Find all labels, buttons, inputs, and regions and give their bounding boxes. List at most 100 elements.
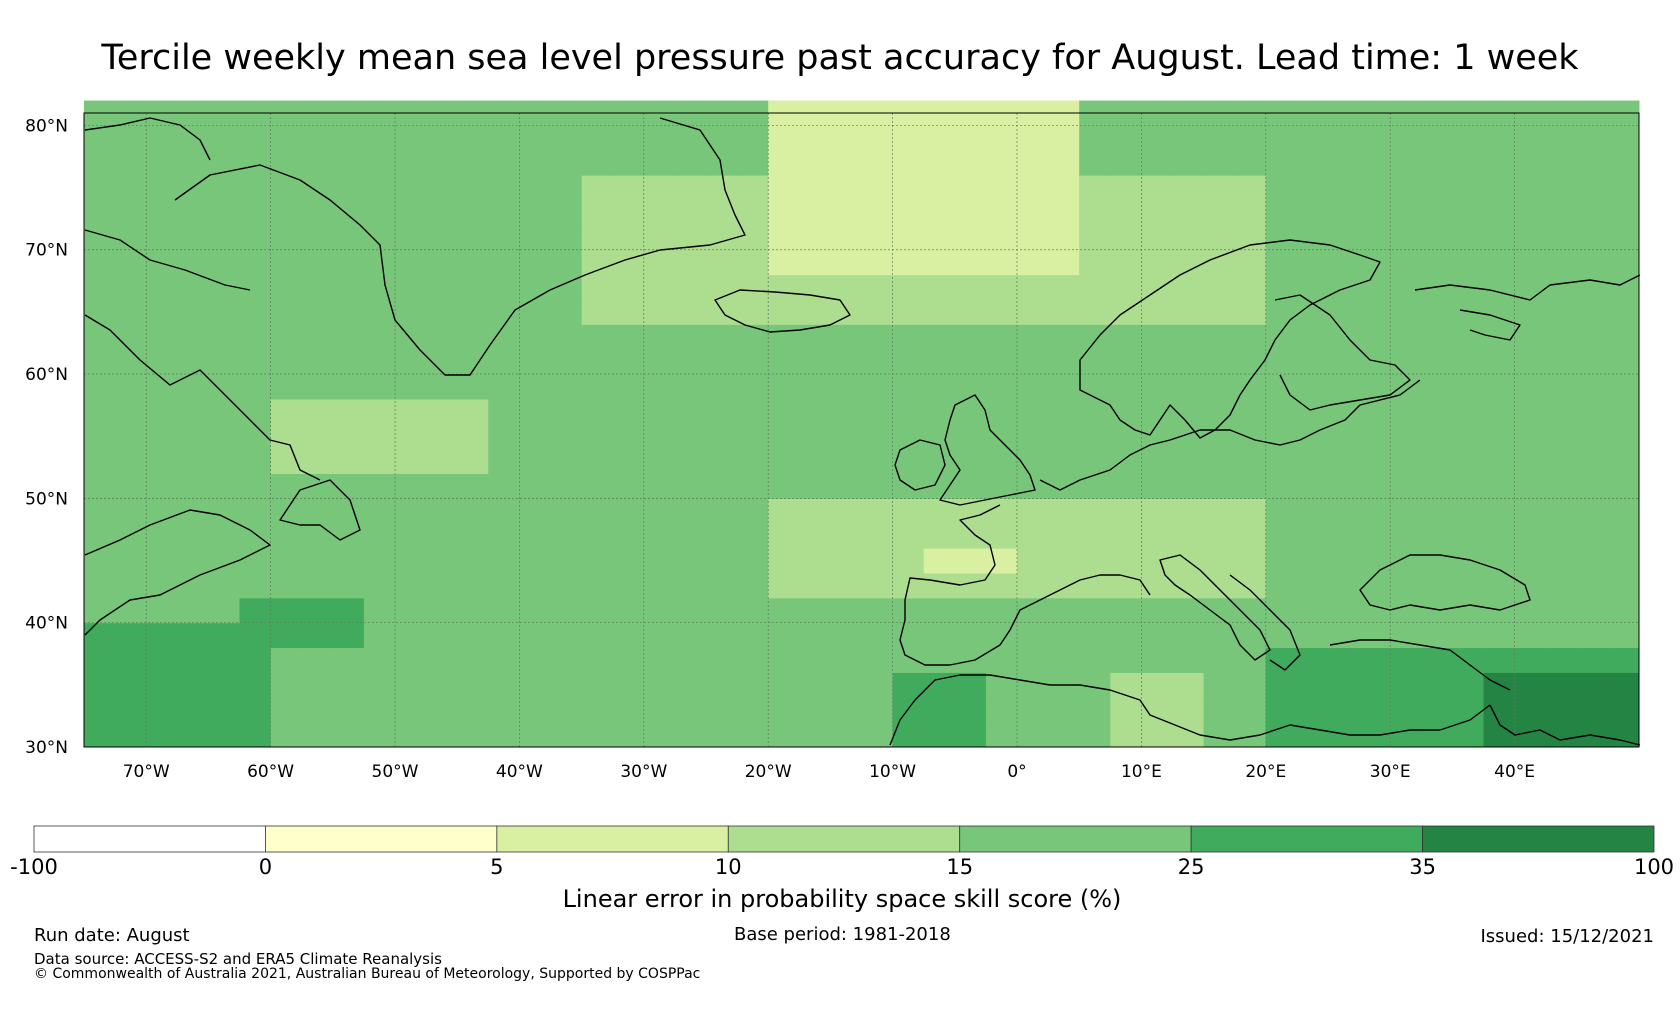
grid-cell	[737, 672, 769, 698]
grid-cell	[861, 672, 894, 698]
grid-cell	[830, 423, 862, 450]
grid-cell	[1452, 150, 1484, 176]
grid-cell	[985, 672, 1018, 698]
grid-cell	[706, 722, 738, 748]
grid-cell	[1203, 498, 1236, 524]
grid-cell	[84, 274, 116, 300]
grid-cell	[737, 448, 769, 475]
grid-cell	[954, 349, 987, 375]
grid-cell	[1607, 448, 1640, 475]
grid-cell	[1079, 448, 1111, 475]
colorbar-tick-label: 100	[1634, 855, 1674, 879]
grid-cell	[115, 597, 147, 624]
coastline-russia-north	[1414, 274, 1641, 301]
grid-cell	[1110, 150, 1142, 176]
grid-cell	[768, 125, 800, 151]
grid-cell	[861, 398, 894, 425]
grid-cell	[1017, 498, 1049, 524]
grid-cell	[768, 572, 800, 599]
grid-cell	[270, 249, 303, 276]
grid-cell	[1607, 249, 1640, 276]
grid-cell	[706, 697, 738, 723]
grid-cell	[768, 722, 800, 748]
grid-cell	[332, 150, 365, 176]
longitude-label: 10°E	[1121, 762, 1162, 782]
grid-cell	[301, 349, 334, 375]
grid-cell	[395, 200, 427, 226]
grid-cell	[1545, 274, 1578, 300]
grid-cell	[208, 423, 240, 450]
grid-cell	[426, 200, 458, 226]
grid-cell	[892, 150, 925, 176]
grid-cell	[861, 374, 894, 400]
grid-cell	[1483, 473, 1516, 499]
grid-cell	[1390, 349, 1422, 375]
grid-cell	[239, 672, 272, 698]
grid-cell	[1265, 398, 1298, 425]
grid-cell	[488, 672, 520, 698]
grid-cell	[332, 398, 365, 425]
grid-cell	[1328, 175, 1360, 201]
coastline-labrador	[84, 314, 321, 481]
grid-cell	[1234, 125, 1267, 151]
longitude-label: 50°W	[372, 762, 419, 782]
grid-cell	[1514, 473, 1547, 499]
grid-cell	[1234, 647, 1267, 673]
grid-cell	[1545, 175, 1578, 201]
grid-cell	[985, 125, 1018, 151]
grid-cell	[1203, 398, 1236, 425]
grid-cell	[363, 324, 396, 350]
grid-cell	[1172, 647, 1205, 673]
grid-cell	[146, 622, 178, 649]
grid-cell	[985, 299, 1018, 325]
grid-cell	[1390, 697, 1422, 723]
grid-cell	[799, 722, 831, 748]
grid-cell	[426, 473, 458, 499]
grid-cell	[550, 548, 583, 574]
grid-cell	[892, 200, 925, 226]
grid-cell	[332, 647, 365, 673]
grid-cell	[799, 548, 831, 574]
grid-cell	[1296, 150, 1329, 176]
grid-cell	[1079, 150, 1111, 176]
grid-cell	[426, 622, 458, 649]
grid-cell	[146, 274, 178, 300]
grid-cell	[519, 274, 551, 300]
grid-cell	[1421, 597, 1453, 624]
grid-cell	[1017, 523, 1049, 549]
grid-cell	[84, 324, 116, 350]
grid-cell	[1141, 722, 1173, 748]
grid-cell	[270, 200, 303, 226]
grid-cell	[892, 423, 925, 450]
grid-cell	[1452, 722, 1484, 748]
grid-cell	[1576, 175, 1609, 201]
longitude-label: 40°W	[496, 762, 543, 782]
grid-cell	[830, 647, 862, 673]
grid-cell	[861, 423, 894, 450]
grid-cell	[1141, 249, 1173, 276]
grid-cell	[985, 572, 1018, 599]
grid-cell	[1514, 697, 1547, 723]
grid-cell	[457, 572, 489, 599]
issued-date: Issued: 15/12/2021	[1480, 926, 1654, 947]
grid-cell	[208, 647, 240, 673]
grid-cell	[1421, 423, 1453, 450]
grid-cell	[208, 498, 240, 524]
colorbar-tick-label: -100	[10, 855, 58, 879]
grid-cell	[363, 125, 396, 151]
grid-cell	[581, 175, 614, 201]
grid-cell	[923, 374, 956, 400]
grid-cell	[115, 374, 147, 400]
grid-cell	[737, 349, 769, 375]
grid-cell	[177, 299, 209, 325]
grid-cell	[581, 423, 614, 450]
grid-cell	[1110, 647, 1142, 673]
grid-cell	[1079, 498, 1111, 524]
grid-cell	[239, 349, 272, 375]
grid-cell	[1296, 224, 1329, 251]
grid-cell	[1576, 150, 1609, 176]
grid-cell	[1296, 200, 1329, 226]
grid-cell	[1048, 697, 1080, 723]
grid-cell	[954, 423, 987, 450]
grid-cell	[146, 647, 178, 673]
